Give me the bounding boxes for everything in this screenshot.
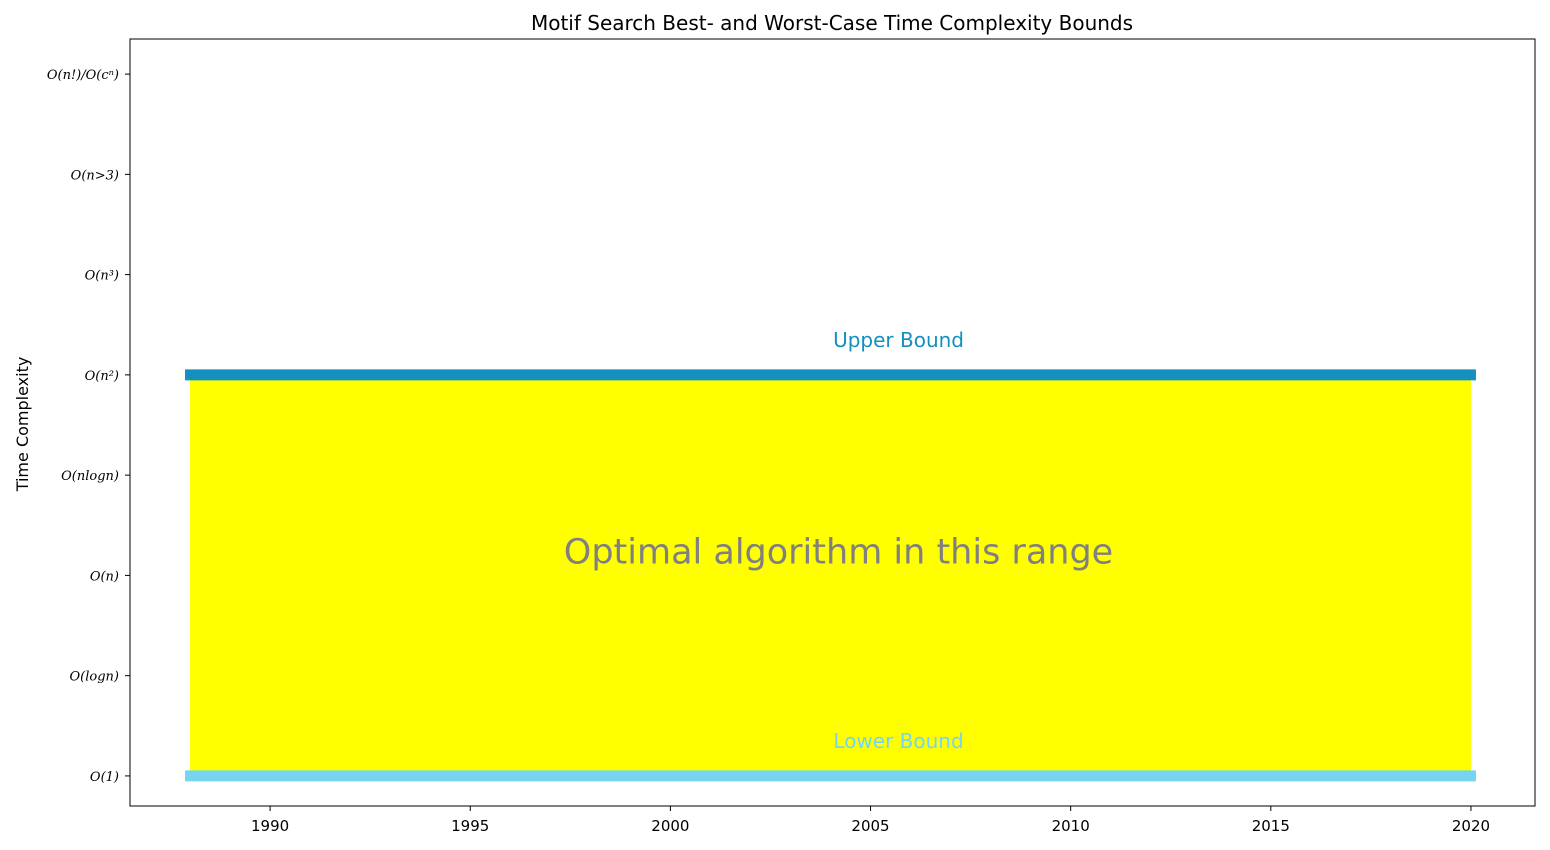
optimal-range-annotation: Optimal algorithm in this range: [564, 532, 1113, 572]
y-tick-label: O(logn): [70, 670, 119, 685]
x-tick-label: 1990: [251, 817, 289, 835]
x-tick-label: 2015: [1252, 817, 1290, 835]
bound-annotation: Upper Bound: [833, 328, 964, 352]
optimal-range-fill: [190, 374, 1471, 776]
bound-annotation: Lower Bound: [833, 729, 963, 753]
y-tick-label: O(1): [90, 770, 119, 785]
y-tick-label: O(nlogn): [61, 469, 119, 484]
x-tick-label: 2010: [1052, 817, 1090, 835]
x-tick-label: 1995: [451, 817, 489, 835]
y-tick-label: O(n³): [85, 269, 119, 284]
y-tick-label: O(n): [90, 569, 119, 584]
x-tick-label: 2020: [1452, 817, 1490, 835]
y-tick-label: O(n²): [85, 369, 119, 384]
plot-area: Upper Bound Lower Bound Optimal algorithm …: [185, 328, 1476, 782]
plot-frame: [129, 38, 1536, 807]
y-tick-label: O(n!)/O(cⁿ): [47, 68, 119, 83]
x-tick-label: 2000: [651, 817, 689, 835]
y-axis: O(1) O(logn) O(n) O(nlogn) O(n²) O(n³) O(n⁣>3)…: [47, 68, 130, 785]
x-axis: 1990 1995 2000 2005 2010 2015 2020: [251, 806, 1490, 835]
chart-title: Motif Search Best- and Worst-Case Time C…: [531, 11, 1133, 35]
y-axis-label: Time Complexity: [13, 357, 32, 493]
x-tick-label: 2005: [851, 817, 889, 835]
y-tick-label: O(n⁣>3): [71, 168, 119, 183]
